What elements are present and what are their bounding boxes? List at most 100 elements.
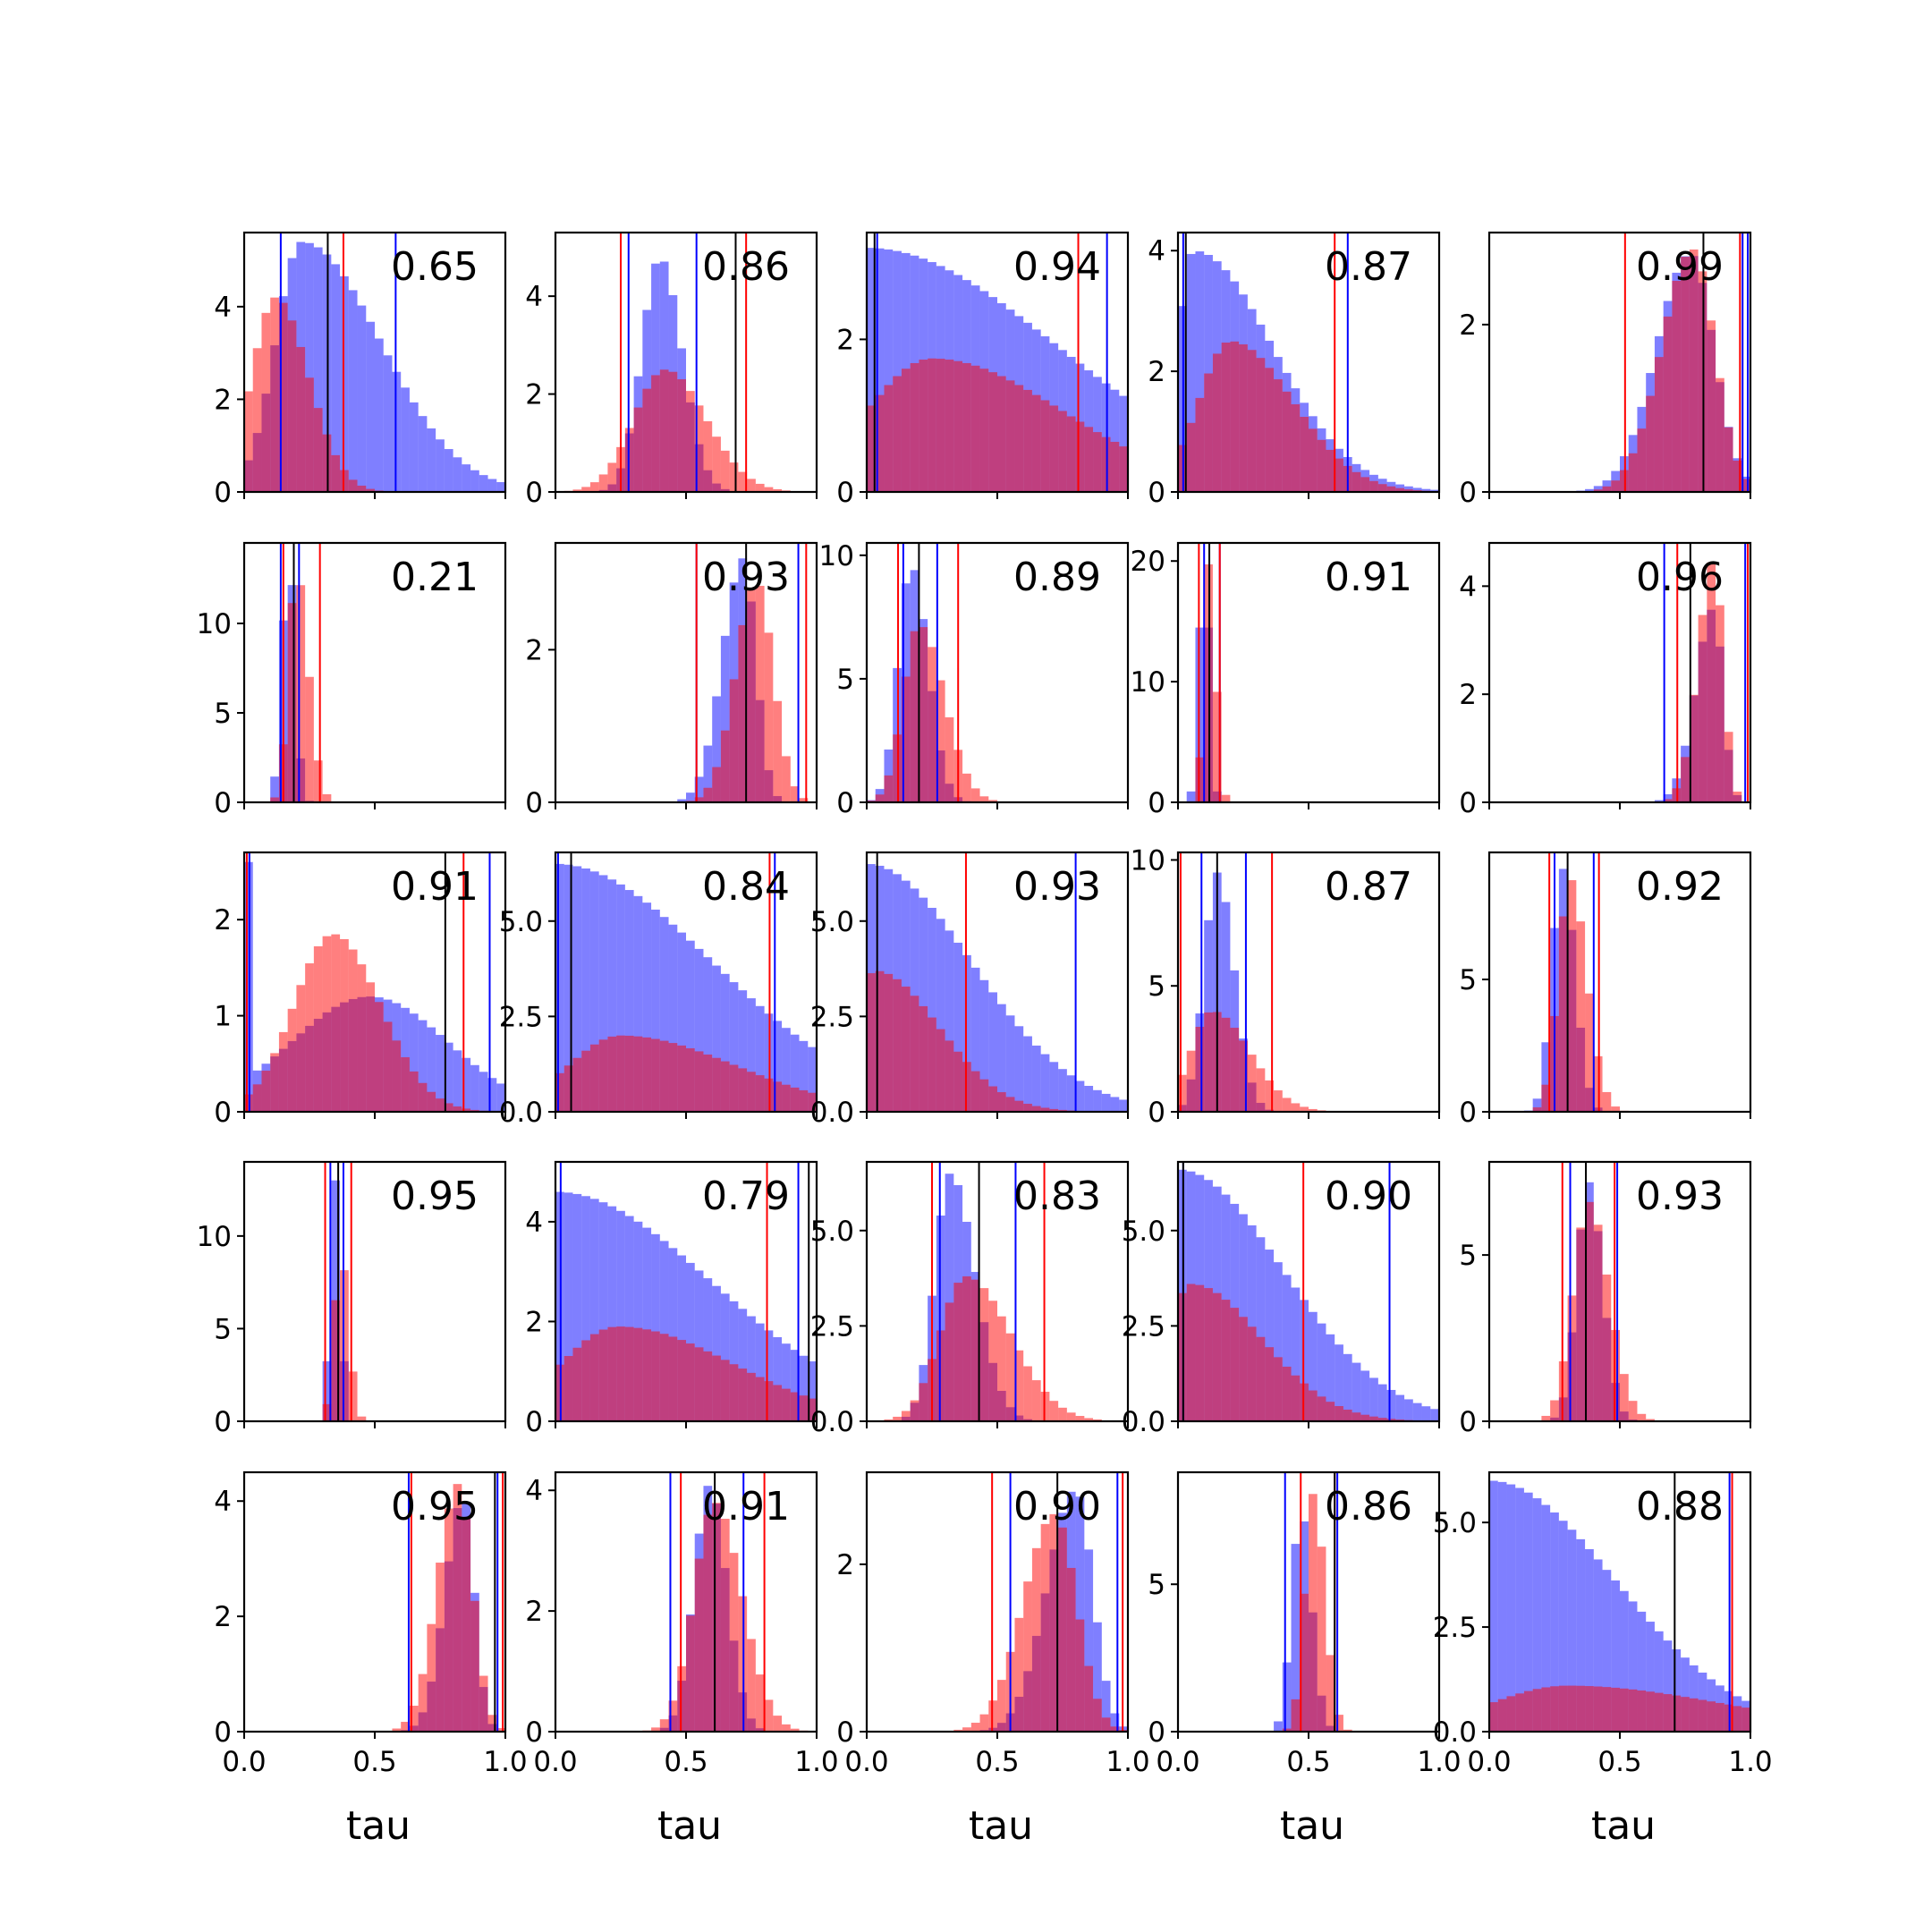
- blue-bar: [479, 475, 488, 492]
- red-bar: [1204, 1012, 1213, 1112]
- red-bar: [1637, 428, 1647, 492]
- panel-15: 050.92: [1459, 851, 1752, 1129]
- blue-bar: [479, 1072, 488, 1112]
- red-bar: [470, 1600, 479, 1732]
- blue-bar: [572, 866, 582, 1112]
- blue-bar: [589, 1199, 599, 1421]
- blue-bar: [1681, 1657, 1690, 1732]
- red-bar: [668, 1700, 678, 1732]
- red-bar: [331, 454, 341, 492]
- red-bar: [1369, 1416, 1378, 1421]
- red-bar: [1230, 1028, 1240, 1112]
- red-bar: [703, 1514, 713, 1732]
- blue-bar: [773, 1336, 783, 1421]
- red-bar: [436, 1563, 445, 1732]
- red-bar: [1256, 1068, 1266, 1112]
- blue-bar: [1101, 1681, 1111, 1732]
- red-bar: [979, 1714, 989, 1732]
- red-bar: [1309, 1108, 1318, 1112]
- red-bar: [755, 483, 765, 492]
- blue-bar: [755, 1005, 765, 1112]
- red-bar: [1300, 1593, 1309, 1732]
- red-bar: [979, 796, 989, 802]
- blue-bar: [1119, 1099, 1128, 1112]
- blue-bar: [1317, 1323, 1326, 1421]
- blue-bar: [790, 1350, 800, 1421]
- blue-bar: [357, 305, 367, 492]
- blue-bar: [1066, 1075, 1076, 1112]
- red-bar: [1567, 1295, 1577, 1421]
- y-tick-label: 0.0: [1433, 1716, 1477, 1749]
- y-tick-label: 2.5: [1122, 1310, 1165, 1343]
- blue-bar: [1654, 1631, 1664, 1732]
- red-bar: [1023, 1366, 1032, 1421]
- red-bar: [1628, 453, 1638, 492]
- red-bar: [1352, 1412, 1361, 1421]
- blue-bar: [1489, 1480, 1498, 1732]
- red-bar: [910, 1400, 919, 1421]
- y-tick-label: 5: [1459, 1240, 1477, 1272]
- red-bar: [348, 949, 358, 1112]
- red-bar: [633, 1327, 643, 1421]
- red-bar: [1343, 1410, 1352, 1421]
- blue-bar: [616, 1210, 625, 1421]
- y-tick-label: 2.5: [499, 1001, 543, 1033]
- blue-bar: [945, 930, 954, 1112]
- red-bar: [1681, 1697, 1690, 1732]
- red-bar: [598, 1039, 608, 1112]
- red-bar: [383, 1021, 393, 1112]
- red-bar: [1654, 1692, 1664, 1732]
- blue-bar: [453, 457, 462, 492]
- red-bar: [1005, 1333, 1015, 1421]
- red-bar: [1178, 1074, 1187, 1112]
- red-bar: [1084, 427, 1094, 492]
- red-bar: [764, 1381, 774, 1421]
- blue-bar: [1404, 486, 1413, 492]
- panel-3: 020.94: [836, 231, 1130, 509]
- blue-bar: [720, 973, 730, 1112]
- blue-bar: [782, 1343, 791, 1421]
- y-tick-label: 0: [1459, 787, 1477, 819]
- blue-bar: [1369, 1377, 1378, 1421]
- y-tick-label: 20: [1131, 546, 1165, 578]
- red-bar: [1014, 1100, 1024, 1112]
- red-bar: [1317, 1396, 1326, 1421]
- y-tick-label: 0.0: [499, 1097, 543, 1129]
- red-bar: [1377, 1418, 1387, 1421]
- blue-bar: [1663, 1640, 1673, 1732]
- blue-bar: [1360, 1370, 1370, 1421]
- red-bar: [642, 388, 652, 492]
- red-bar: [392, 1728, 402, 1732]
- blue-bar: [1040, 1054, 1050, 1112]
- red-bar: [1585, 1201, 1594, 1421]
- blue-bar: [1352, 1362, 1361, 1421]
- red-bar: [1195, 1026, 1205, 1112]
- red-bar: [997, 1092, 1006, 1112]
- panel-value-label: 0.87: [1325, 244, 1412, 290]
- red-bar: [1532, 1689, 1542, 1732]
- red-bar: [633, 407, 643, 492]
- panel-value-label: 0.94: [1013, 244, 1101, 290]
- red-bar: [1049, 1108, 1059, 1112]
- red-bar: [1186, 1284, 1196, 1421]
- red-bar: [252, 348, 262, 492]
- red-bar: [1689, 694, 1699, 802]
- red-bar: [1274, 1090, 1283, 1112]
- blue-bar: [668, 1248, 678, 1421]
- red-bar: [616, 1326, 625, 1421]
- blue-bar: [703, 957, 713, 1112]
- red-bar: [962, 1727, 971, 1732]
- red-bar: [581, 487, 590, 492]
- red-bar: [607, 462, 617, 492]
- y-tick-label: 5.0: [499, 906, 543, 938]
- red-bar: [1654, 357, 1664, 492]
- red-bar: [1733, 461, 1742, 492]
- red-bar: [1317, 1546, 1326, 1732]
- blue-bar: [1343, 1353, 1352, 1421]
- blue-bar: [1576, 1538, 1586, 1732]
- y-tick-label: 2: [214, 904, 232, 936]
- blue-bar: [720, 635, 730, 802]
- red-bar: [572, 1347, 582, 1421]
- red-bar: [409, 1706, 419, 1732]
